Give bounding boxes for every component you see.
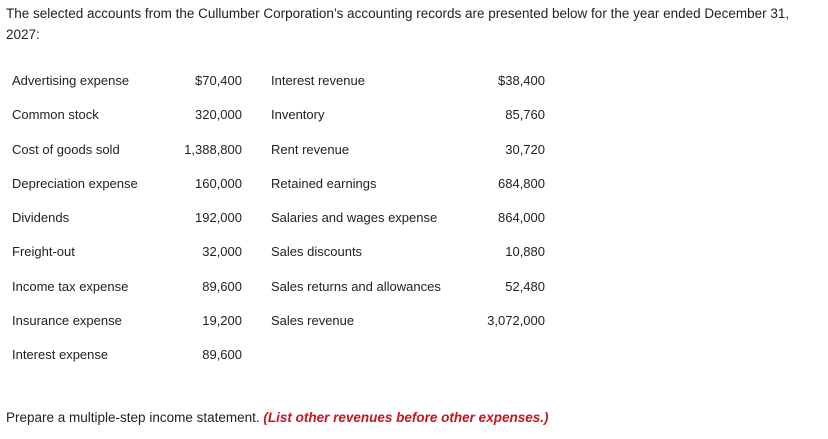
account-amount: 864,000 [498, 210, 545, 225]
account-amount: 320,000 [195, 107, 242, 123]
account-name: Sales revenue [271, 312, 355, 328]
account-amount: 19,200 [202, 312, 242, 328]
instruction-note: (List other revenues before other expens… [263, 410, 549, 425]
account-name: Rent revenue [271, 141, 350, 157]
account-name: Inventory [271, 107, 325, 123]
account-name: Common stock [12, 107, 99, 123]
account-name: Cost of goods sold [12, 141, 120, 157]
account-amount: 10,880 [505, 244, 545, 260]
account-amount: 52,480 [505, 278, 545, 294]
account-name: Salaries and wages expense [271, 210, 438, 225]
account-name: Dividends [12, 210, 70, 225]
account-amount: 32,000 [202, 244, 242, 260]
instruction-main: Prepare a multiple-step income statement… [6, 410, 260, 425]
account-name: Retained earnings [271, 175, 377, 191]
account-amount: 3,072,000 [487, 312, 545, 328]
account-amount: 684,800 [498, 175, 545, 191]
account-name: Insurance expense [12, 312, 122, 328]
account-name: Sales returns and allowances [271, 278, 441, 294]
account-amount: 30,720 [505, 141, 545, 157]
account-name: Freight-out [12, 244, 75, 260]
account-amount: 160,000 [195, 175, 242, 191]
account-name: Interest expense [12, 347, 109, 362]
instruction-text: Prepare a multiple-step income statement… [6, 408, 548, 428]
account-amount: $38,400 [498, 73, 545, 88]
account-amount: 1,388,800 [184, 141, 242, 157]
account-amount: $70,400 [195, 73, 242, 88]
account-amount: 89,600 [202, 278, 242, 294]
account-amount: 89,600 [202, 347, 242, 362]
account-amount: 192,000 [195, 210, 242, 225]
problem-intro-text: The selected accounts from the Cullumber… [6, 6, 790, 42]
account-name: Sales discounts [271, 244, 363, 260]
account-name: Interest revenue [271, 73, 365, 88]
account-amount: 85,760 [505, 107, 545, 123]
account-name: Advertising expense [12, 73, 130, 88]
account-name: Income tax expense [12, 278, 129, 294]
account-name: Depreciation expense [12, 175, 138, 191]
